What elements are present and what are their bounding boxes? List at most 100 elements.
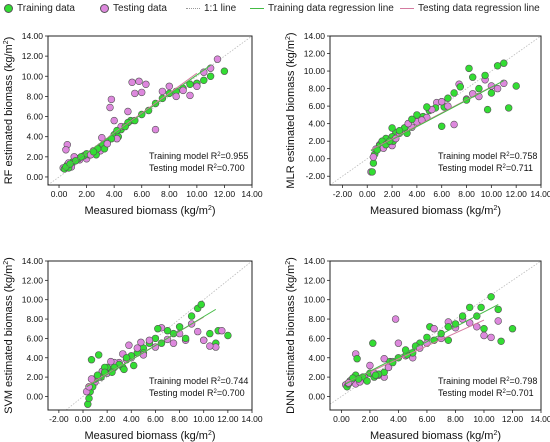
x-tick-label: 2.00 (78, 189, 95, 199)
train-regression-line (62, 64, 211, 171)
y-tick-label: 10.00 (22, 71, 44, 81)
x-tick-label: 2.00 (384, 189, 401, 199)
y-axis-label: DNN estimated biomass (kg/m2) (285, 257, 297, 414)
x-axis-label-close: ) (212, 205, 216, 217)
legend-item-training: Training data (4, 3, 75, 14)
points-mlr (367, 59, 520, 176)
training-point (469, 73, 477, 81)
y-axis-label: RF estimated biomass (kg/m2) (3, 37, 15, 185)
testing-point (384, 363, 393, 372)
testing-point (151, 125, 160, 134)
y-tick-label: 14.00 (304, 256, 326, 266)
train-r2-label: Training model R2=0.955 (149, 151, 248, 161)
testing-point (124, 107, 132, 116)
y-tick-label: 4.00 (308, 353, 325, 363)
y-tick-label: 6.00 (308, 101, 325, 111)
x-tick-label: 10.00 (193, 414, 215, 424)
train-r2-label-prefix: Training model R (438, 376, 507, 386)
train-r2-label-sup: 2 (217, 152, 221, 158)
training-point (369, 159, 378, 167)
x-tick-label: 10.00 (481, 189, 503, 199)
legend-label-testing: Testing data (113, 3, 167, 14)
training-point (450, 89, 458, 97)
training-point (493, 62, 502, 70)
panel-mlr: -2.00 0.00 2.00 4.00 6.00 8.00 10.00 12.00 14.00… (285, 31, 550, 217)
y-tick-label: 6.00 (308, 333, 325, 343)
training-point (93, 371, 102, 379)
testing-point (430, 325, 438, 333)
legend-label-test-reg: Testing data regression line (418, 3, 540, 14)
y-tick-label: 8.00 (26, 314, 43, 324)
y-tick-label: 10.00 (22, 295, 44, 305)
testing-point (133, 344, 142, 352)
training-point (369, 339, 377, 347)
testing-point (438, 97, 446, 106)
testing-point (172, 92, 180, 101)
x-tick-label: 4.00 (409, 189, 426, 199)
testing-point (212, 343, 220, 351)
testing-point (125, 341, 133, 349)
training-point (130, 361, 138, 370)
training-point (497, 337, 505, 345)
testing-point (103, 140, 112, 148)
y-tick-label: 4.00 (26, 353, 43, 363)
testing-point (369, 153, 378, 161)
x-axis-label-text: Measured biomass (kg/m (84, 205, 208, 217)
training-point (206, 72, 215, 81)
training-point (475, 84, 483, 93)
y-axis-label-close: ) (285, 32, 297, 36)
y-axis-label-sup: 2 (3, 40, 10, 44)
testing-point (366, 361, 374, 370)
y-tick-label: 12.00 (22, 51, 44, 61)
y-tick-label: 8.00 (26, 91, 43, 101)
test-r2-label-sup: 2 (214, 389, 218, 395)
y-axis-label-text: SVM estimated biomass (kg/m (3, 265, 15, 414)
train-r2-label-sup: 2 (506, 152, 510, 158)
y-tick-label: 2.00 (308, 136, 325, 146)
x-axis-label: Measured biomass (kg/m2) (84, 205, 215, 217)
testing-point (179, 86, 187, 95)
legend-label-one-to-one: 1:1 line (204, 3, 237, 14)
testing-point (480, 331, 488, 340)
training-point (94, 351, 103, 359)
y-axis-label: MLR estimated biomass (kg/m2) (285, 32, 297, 188)
y-axis-label-close: ) (3, 257, 15, 261)
training-point (157, 339, 166, 347)
x-axis-label-close: ) (497, 205, 501, 217)
testing-point (391, 315, 400, 323)
x-tick-label: 8.00 (161, 189, 178, 199)
test-r2-label-sup: 2 (503, 164, 507, 170)
testing-point (145, 336, 154, 344)
train-r2-label-value: =0.744 (221, 376, 249, 386)
training-point (508, 325, 517, 333)
train-r2-label: Training model R2=0.744 (149, 376, 248, 386)
x-tick-label: 0.00 (359, 189, 376, 199)
test-r2-label: Testing model R2=0.711 (438, 163, 533, 173)
x-tick-label: 8.00 (447, 414, 464, 424)
testing-point (194, 327, 202, 336)
x-tick-label: 12.00 (214, 189, 236, 199)
x-axis-label-sup: 2 (493, 205, 497, 212)
x-tick-label: 14.00 (530, 189, 550, 199)
training-point (388, 124, 396, 132)
test-regression-line-icon (400, 8, 414, 9)
x-tick-label: -2.00 (49, 414, 69, 424)
x-tick-label: 12.00 (502, 414, 524, 424)
x-axis-label: Measured biomass (kg/m2) (84, 430, 215, 442)
training-point (458, 312, 467, 320)
y-axis-label-close: ) (285, 257, 297, 261)
y-axis-label-sup: 2 (285, 36, 292, 40)
training-point (500, 59, 508, 67)
training-point (438, 122, 446, 131)
training-point (368, 168, 376, 176)
testing-point (165, 82, 174, 91)
legend: Training data Testing data 1:1 line Trai… (0, 0, 550, 20)
x-tick-label: 8.00 (171, 414, 188, 424)
testing-point (494, 317, 502, 325)
y-tick-label: 14.00 (22, 31, 44, 41)
y-tick-label: 8.00 (308, 84, 325, 94)
testing-point (131, 89, 139, 98)
testing-point (200, 336, 208, 344)
training-point (466, 303, 474, 312)
